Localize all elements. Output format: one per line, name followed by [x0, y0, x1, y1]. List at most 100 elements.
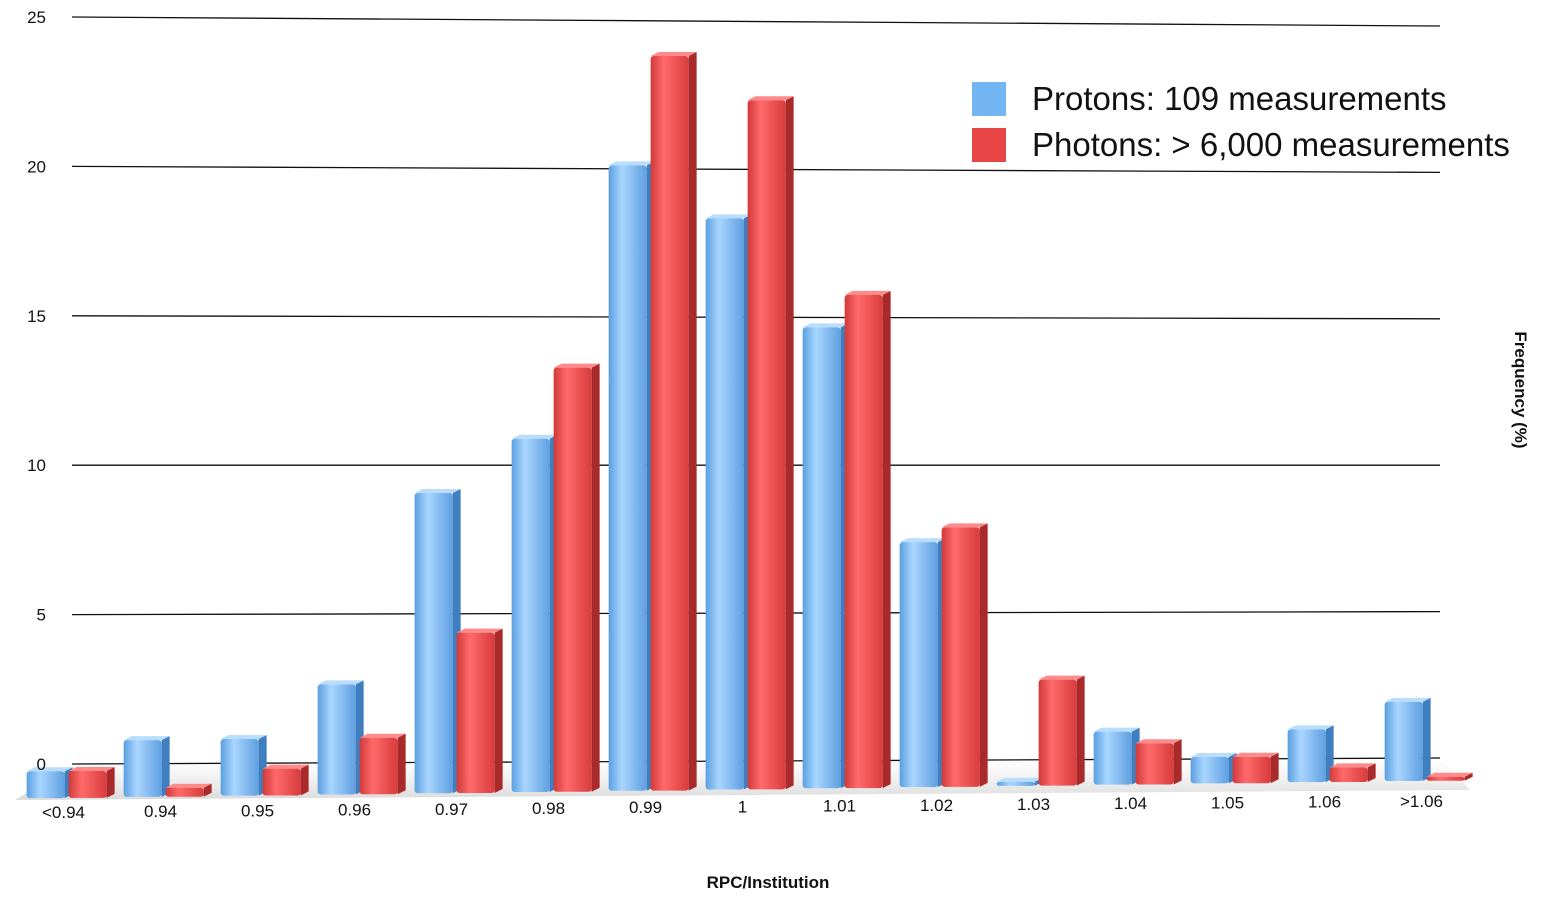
- bar-side: [1270, 752, 1279, 784]
- bar-top: [414, 489, 461, 494]
- x-tick-label: 0.98: [532, 799, 565, 818]
- bar-protons: [220, 739, 259, 796]
- bar-photons: [1135, 743, 1174, 785]
- bar-protons: [802, 327, 841, 789]
- bar-photons: [1426, 776, 1465, 781]
- bar-top: [844, 290, 891, 295]
- bar-side: [161, 736, 170, 797]
- bar-photons: [456, 632, 495, 794]
- bar-top: [1384, 697, 1431, 702]
- bar-side: [979, 523, 988, 787]
- bar-side: [397, 733, 406, 795]
- bar-photons: [747, 100, 786, 790]
- bar-side: [1367, 763, 1376, 783]
- bar-protons: [511, 438, 550, 792]
- x-tick-label: 1.02: [920, 796, 953, 815]
- bar-top: [220, 735, 267, 740]
- bar-top: [317, 680, 364, 685]
- legend-label: Photons: > 6,000 measurements: [1032, 126, 1510, 163]
- x-tick-label: 1.05: [1211, 793, 1244, 812]
- bar-photons: [650, 56, 689, 791]
- bar-top: [650, 52, 697, 57]
- y-axis-title: Frequency (%): [1511, 331, 1530, 448]
- bar-protons: [1190, 756, 1229, 784]
- y-tick-label: 0: [37, 755, 46, 774]
- y-tick-label: 15: [27, 307, 46, 326]
- bar-side: [1173, 739, 1182, 785]
- bar-side: [203, 783, 212, 797]
- bar-photons: [1329, 767, 1368, 783]
- x-tick-label: 1.04: [1114, 794, 1147, 813]
- bar-top: [1038, 675, 1085, 680]
- bar-top: [359, 733, 406, 738]
- gridline: [71, 16, 1441, 27]
- bar-side: [300, 764, 309, 796]
- bar-photons: [844, 294, 883, 789]
- x-tick-label: 1.03: [1017, 795, 1050, 814]
- bar-photons: [553, 367, 592, 792]
- bar-protons: [705, 218, 744, 790]
- bar-top: [705, 214, 752, 219]
- x-tick-label: 0.99: [629, 798, 662, 817]
- bar-top: [262, 764, 309, 769]
- bar-top: [26, 767, 73, 772]
- bar-top: [1093, 727, 1140, 732]
- bar-top: [553, 363, 600, 368]
- bar-side: [494, 628, 503, 794]
- bar-protons: [1093, 731, 1132, 785]
- bar-protons: [317, 684, 356, 795]
- bar-side: [1076, 675, 1085, 786]
- bar-protons: [123, 740, 162, 797]
- bar-side: [106, 767, 115, 798]
- bar-top: [123, 736, 170, 741]
- bar-photons: [359, 737, 398, 795]
- bar-top: [456, 628, 503, 633]
- x-tick-label: 1.06: [1308, 793, 1341, 812]
- bar-photons: [941, 527, 980, 787]
- bar-protons: [1384, 701, 1423, 781]
- bar-side: [591, 363, 600, 792]
- legend-swatch: [972, 82, 1006, 116]
- bar-top: [941, 523, 988, 528]
- x-axis-title: RPC/Institution: [707, 873, 830, 892]
- bar-photons: [68, 771, 107, 798]
- bar-photons: [1232, 756, 1271, 784]
- bar-top: [1287, 725, 1334, 730]
- bar-protons: [996, 781, 1035, 786]
- x-tick-label: <0.94: [42, 803, 85, 822]
- bar-top: [996, 777, 1043, 782]
- y-tick-label: 10: [27, 456, 46, 475]
- bar-top: [1232, 752, 1279, 757]
- bar-photons: [165, 787, 204, 797]
- bar-protons: [1287, 729, 1326, 783]
- bar-top: [1426, 772, 1473, 777]
- bar-side: [1464, 772, 1473, 781]
- bar-side: [688, 52, 697, 791]
- x-tick-label: 0.97: [435, 800, 468, 819]
- bar-top: [1190, 752, 1237, 757]
- x-tick-label: 1.01: [823, 797, 856, 816]
- bar-side: [1422, 697, 1431, 781]
- bar-top: [899, 538, 946, 543]
- bar-side: [785, 96, 794, 790]
- bar-top: [165, 783, 212, 788]
- bar-top: [747, 96, 794, 101]
- bar-protons: [414, 493, 453, 794]
- bar-top: [511, 434, 558, 439]
- legend-swatch: [972, 128, 1006, 162]
- bar-photons: [1038, 679, 1077, 786]
- bar-photons: [262, 768, 301, 796]
- x-tick-label: 0.95: [241, 801, 274, 820]
- x-tick-label: 1: [738, 797, 747, 816]
- bar-protons: [608, 165, 647, 791]
- x-tick-label: >1.06: [1400, 792, 1443, 811]
- bar-top: [608, 161, 655, 166]
- x-tick-label: 0.94: [144, 802, 177, 821]
- bar-top: [1329, 763, 1376, 768]
- legend-label: Protons: 109 measurements: [1032, 80, 1447, 117]
- bar-protons: [899, 542, 938, 788]
- bar-top: [1135, 739, 1182, 744]
- bar-top: [68, 767, 115, 772]
